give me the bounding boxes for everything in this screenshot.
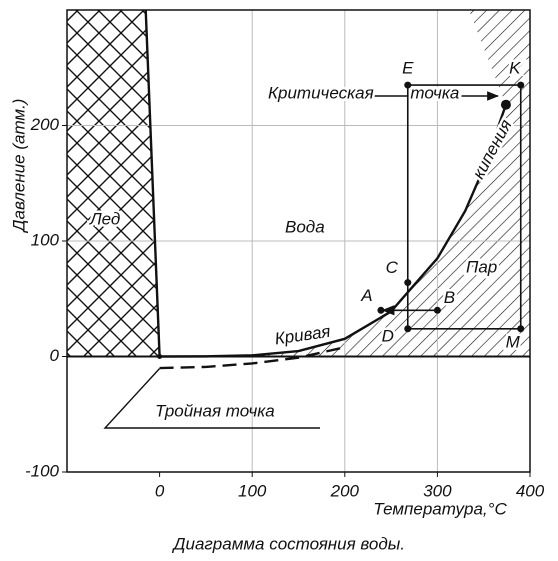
state-label: D: [382, 326, 394, 345]
state-point: [377, 306, 385, 314]
state-point: [404, 279, 412, 287]
curve: [159, 346, 346, 370]
curve: [144, 9, 161, 357]
state-label: K: [509, 59, 521, 78]
x-tick-label: 100: [238, 481, 267, 500]
state-label: B: [444, 288, 455, 307]
critical-point: [500, 99, 511, 110]
critical-label: Критическая точка: [268, 83, 459, 102]
state-label: C: [386, 258, 399, 277]
state-label: A: [360, 286, 372, 305]
triple-leader: [103, 368, 320, 429]
state-point: [517, 325, 525, 333]
x-axis-label: Температура,°C: [373, 499, 507, 518]
x-tick-label: 400: [516, 481, 545, 500]
triple-label: Тройная точка: [155, 401, 275, 420]
region-label: Лед: [89, 209, 120, 228]
state-point: [404, 81, 412, 89]
x-tick-label: 0: [155, 481, 165, 500]
triple-point: [157, 354, 163, 359]
state-point: [433, 306, 441, 314]
plot-frame: [66, 9, 531, 473]
y-tick-label: 200: [30, 115, 60, 134]
y-tick-label: 0: [50, 346, 60, 365]
state-point: [517, 81, 525, 89]
curve: [159, 104, 508, 358]
regions: [67, 10, 530, 472]
region-label: Вода: [285, 217, 325, 236]
y-tick-label: -100: [25, 461, 60, 480]
y-tick-label: 100: [31, 230, 60, 249]
region-label: Пар: [466, 257, 497, 276]
x-tick-label: 300: [423, 481, 452, 500]
x-tick-label: 200: [330, 481, 360, 500]
state-point: [404, 325, 412, 333]
state-label: M: [506, 332, 521, 351]
state-label: E: [402, 59, 414, 78]
caption: Диаграмма состояния воды.: [172, 534, 405, 553]
ice-region: [67, 10, 160, 357]
y-axis-label: Давление (атм.): [9, 99, 28, 234]
